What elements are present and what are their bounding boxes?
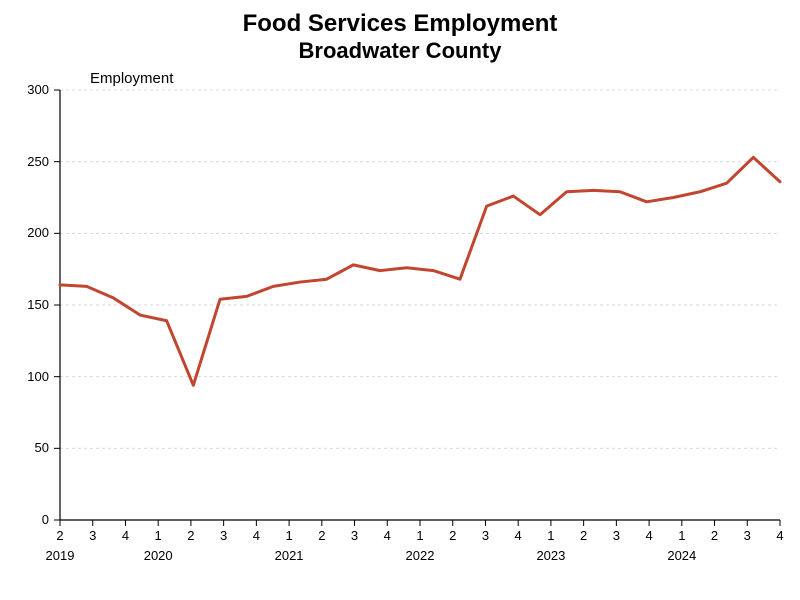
- x-quarter-label: 2: [56, 528, 63, 543]
- x-quarter-label: 4: [384, 528, 391, 543]
- x-year-label: 2022: [406, 548, 435, 563]
- x-quarter-label: 3: [613, 528, 620, 543]
- y-tick-label: 0: [9, 512, 49, 527]
- y-tick-label: 250: [9, 154, 49, 169]
- x-quarter-label: 2: [580, 528, 587, 543]
- x-quarter-label: 3: [482, 528, 489, 543]
- x-quarter-label: 4: [645, 528, 652, 543]
- x-quarter-label: 4: [515, 528, 522, 543]
- x-quarter-label: 2: [187, 528, 194, 543]
- x-year-label: 2020: [144, 548, 173, 563]
- x-quarter-label: 2: [318, 528, 325, 543]
- x-year-label: 2021: [275, 548, 304, 563]
- x-quarter-label: 1: [678, 528, 685, 543]
- x-quarter-label: 4: [776, 528, 783, 543]
- x-quarter-label: 3: [351, 528, 358, 543]
- y-tick-label: 300: [9, 82, 49, 97]
- x-quarter-label: 1: [547, 528, 554, 543]
- x-quarter-label: 2: [449, 528, 456, 543]
- x-year-label: 2019: [46, 548, 75, 563]
- x-quarter-label: 3: [220, 528, 227, 543]
- x-quarter-label: 4: [122, 528, 129, 543]
- x-quarter-label: 1: [416, 528, 423, 543]
- x-quarter-label: 4: [253, 528, 260, 543]
- y-tick-label: 50: [9, 440, 49, 455]
- y-tick-label: 100: [9, 369, 49, 384]
- x-year-label: 2023: [536, 548, 565, 563]
- y-tick-label: 200: [9, 225, 49, 240]
- x-quarter-label: 3: [744, 528, 751, 543]
- x-year-label: 2024: [667, 548, 696, 563]
- x-quarter-label: 1: [155, 528, 162, 543]
- x-quarter-label: 2: [711, 528, 718, 543]
- x-quarter-label: 1: [285, 528, 292, 543]
- y-tick-label: 150: [9, 297, 49, 312]
- x-quarter-label: 3: [89, 528, 96, 543]
- chart-svg: [0, 0, 800, 600]
